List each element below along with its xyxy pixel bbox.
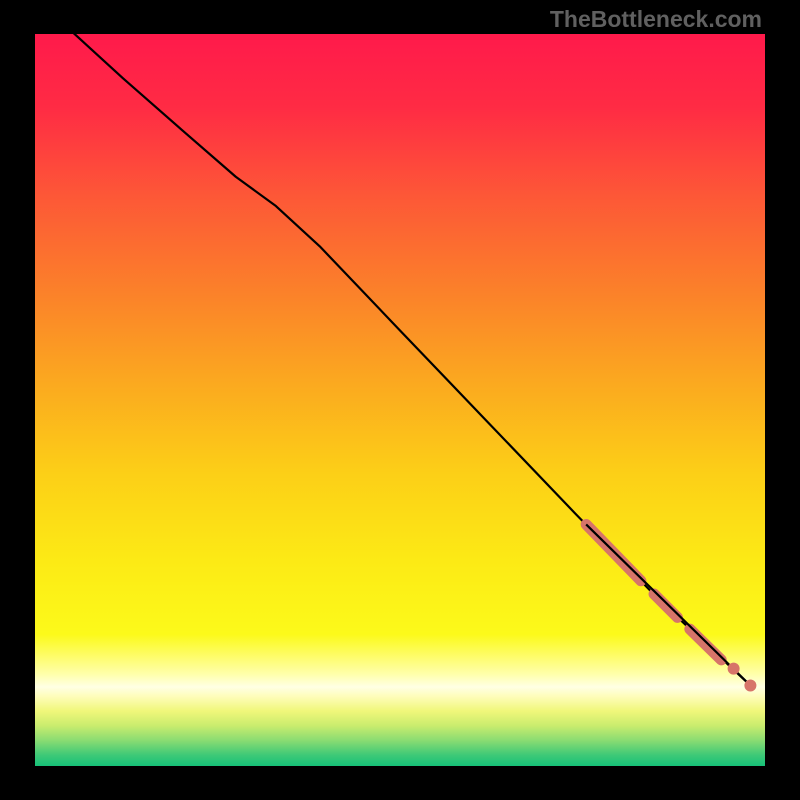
highlight-segment bbox=[690, 629, 721, 660]
watermark-text: TheBottleneck.com bbox=[550, 6, 762, 33]
highlight-dot bbox=[744, 679, 756, 691]
highlight-dot bbox=[728, 663, 740, 675]
plot-area bbox=[35, 34, 765, 766]
bottleneck-curve bbox=[73, 34, 750, 685]
highlight-segments bbox=[586, 524, 756, 691]
curve-overlay bbox=[586, 524, 750, 685]
highlight-segment bbox=[654, 594, 677, 617]
curve-layer bbox=[35, 34, 765, 766]
